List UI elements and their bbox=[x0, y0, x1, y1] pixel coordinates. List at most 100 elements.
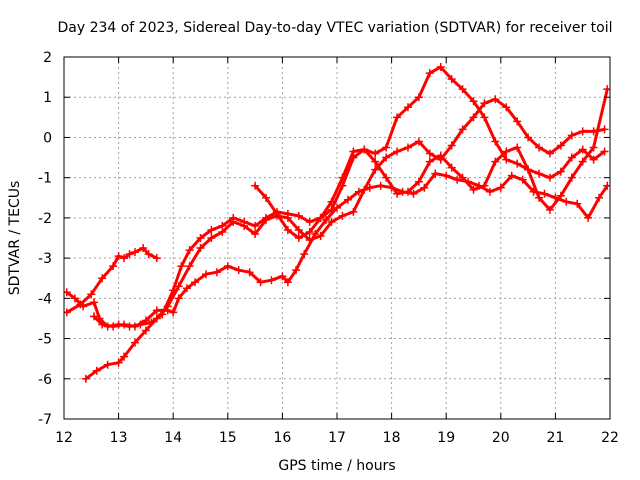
data-point bbox=[469, 185, 478, 194]
data-point bbox=[578, 157, 587, 166]
data-point bbox=[144, 250, 153, 259]
y-tick-label: -7 bbox=[38, 412, 52, 428]
data-point bbox=[92, 366, 101, 375]
data-point bbox=[403, 103, 412, 112]
data-point bbox=[578, 127, 587, 136]
data-point bbox=[535, 143, 544, 152]
data-point bbox=[502, 103, 511, 112]
data-point bbox=[436, 63, 445, 72]
data-point bbox=[447, 163, 456, 172]
data-point bbox=[87, 290, 96, 299]
data-point bbox=[120, 320, 129, 329]
data-point bbox=[163, 306, 172, 315]
data-point bbox=[338, 173, 347, 182]
data-point bbox=[480, 181, 489, 190]
data-point bbox=[125, 250, 134, 259]
series-line bbox=[253, 87, 609, 240]
data-point bbox=[425, 149, 434, 158]
data-point bbox=[174, 282, 183, 291]
x-tick-label: 12 bbox=[55, 430, 73, 446]
data-point bbox=[507, 171, 516, 180]
data-point bbox=[567, 131, 576, 140]
chart-title: Day 234 of 2023, Sidereal Day-to-day VTE… bbox=[57, 20, 612, 36]
data-point bbox=[177, 262, 186, 271]
data-point bbox=[343, 195, 352, 204]
data-point bbox=[114, 358, 123, 367]
series-line bbox=[84, 97, 606, 381]
data-point bbox=[442, 171, 451, 180]
data-point bbox=[185, 246, 194, 255]
x-tick-label: 21 bbox=[546, 430, 564, 446]
data-point bbox=[196, 234, 205, 242]
data-point bbox=[496, 183, 505, 192]
series-track-e bbox=[251, 85, 610, 242]
data-point bbox=[491, 137, 500, 146]
data-point bbox=[414, 137, 423, 146]
data-series bbox=[64, 63, 610, 383]
data-point bbox=[240, 221, 249, 230]
series-line bbox=[92, 172, 609, 328]
data-point bbox=[81, 374, 90, 383]
data-point bbox=[371, 149, 380, 158]
data-point bbox=[316, 231, 325, 240]
data-point bbox=[382, 143, 391, 152]
data-point bbox=[540, 189, 549, 198]
data-point bbox=[130, 322, 139, 331]
data-point bbox=[502, 155, 511, 164]
x-tick-label: 22 bbox=[601, 430, 619, 446]
data-point bbox=[556, 167, 565, 176]
x-tick-label: 17 bbox=[328, 430, 346, 446]
series-line bbox=[65, 246, 159, 314]
data-point bbox=[584, 213, 593, 222]
data-point bbox=[589, 155, 598, 164]
data-point bbox=[409, 189, 418, 198]
data-point bbox=[376, 181, 385, 190]
data-point bbox=[425, 157, 434, 166]
y-tick-label: -5 bbox=[38, 332, 52, 348]
data-point bbox=[393, 147, 402, 156]
x-tick-label: 19 bbox=[437, 430, 455, 446]
y-tick-label: -1 bbox=[38, 171, 52, 187]
data-point bbox=[152, 306, 161, 315]
data-point bbox=[185, 262, 194, 271]
data-point bbox=[152, 314, 161, 323]
data-point bbox=[480, 99, 489, 108]
data-point bbox=[322, 215, 331, 224]
data-point bbox=[556, 141, 565, 150]
data-point bbox=[469, 97, 478, 106]
data-point bbox=[256, 278, 265, 287]
data-point bbox=[90, 312, 99, 321]
data-point bbox=[513, 159, 522, 168]
data-point bbox=[403, 143, 412, 152]
data-point bbox=[447, 75, 456, 84]
data-point bbox=[436, 151, 445, 160]
data-point bbox=[278, 272, 287, 281]
data-point bbox=[349, 207, 358, 216]
data-point bbox=[453, 175, 462, 184]
data-point bbox=[382, 153, 391, 162]
data-point bbox=[535, 193, 544, 202]
x-tick-label: 18 bbox=[383, 430, 401, 446]
series-line bbox=[65, 65, 606, 328]
data-point bbox=[535, 169, 544, 178]
data-point bbox=[425, 69, 434, 78]
data-point bbox=[458, 173, 467, 182]
data-point bbox=[316, 213, 325, 222]
data-point bbox=[212, 268, 221, 277]
data-point bbox=[524, 133, 533, 142]
data-point bbox=[578, 145, 587, 154]
data-point bbox=[294, 234, 303, 242]
data-point bbox=[267, 276, 276, 285]
x-axis-label: GPS time / hours bbox=[278, 458, 395, 474]
grid-lines bbox=[64, 57, 610, 419]
data-point bbox=[360, 145, 369, 154]
data-point bbox=[338, 211, 347, 220]
x-tick-label: 16 bbox=[273, 430, 291, 446]
data-point bbox=[333, 203, 341, 212]
y-tick-label: 1 bbox=[43, 90, 52, 106]
data-point bbox=[354, 187, 363, 196]
data-point bbox=[262, 193, 271, 202]
data-point bbox=[600, 125, 609, 134]
data-point bbox=[327, 197, 336, 206]
